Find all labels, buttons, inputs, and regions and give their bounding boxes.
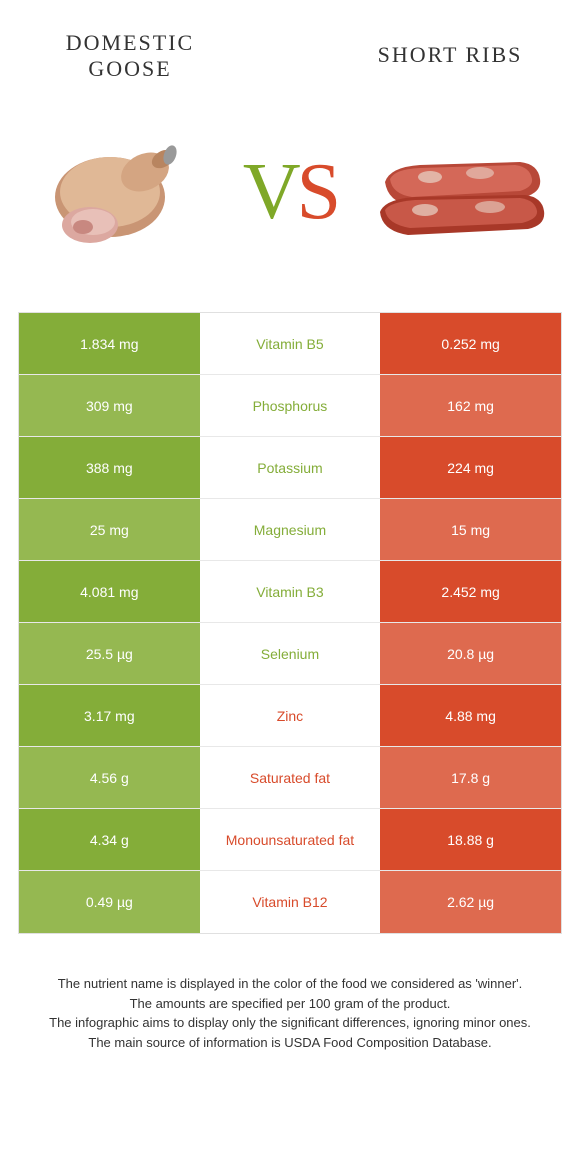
nutrient-name: Saturated fat	[200, 747, 381, 808]
right-value: 18.88 g	[380, 809, 561, 870]
right-value: 162 mg	[380, 375, 561, 436]
ribs-image	[370, 122, 550, 262]
left-value: 388 mg	[19, 437, 200, 498]
nutrient-name: Selenium	[200, 623, 381, 684]
footnote-line: The infographic aims to display only the…	[30, 1013, 550, 1033]
left-value: 0.49 µg	[19, 871, 200, 933]
nutrient-name: Magnesium	[200, 499, 381, 560]
table-row: 25 mgMagnesium15 mg	[19, 499, 561, 561]
table-row: 3.17 mgZinc4.88 mg	[19, 685, 561, 747]
table-row: 4.56 gSaturated fat17.8 g	[19, 747, 561, 809]
right-value: 20.8 µg	[380, 623, 561, 684]
table-row: 309 mgPhosphorus162 mg	[19, 375, 561, 437]
right-value: 224 mg	[380, 437, 561, 498]
table-row: 4.081 mgVitamin B32.452 mg	[19, 561, 561, 623]
right-value: 4.88 mg	[380, 685, 561, 746]
nutrient-table: 1.834 mgVitamin B50.252 mg309 mgPhosphor…	[18, 312, 562, 934]
left-value: 4.56 g	[19, 747, 200, 808]
left-value: 309 mg	[19, 375, 200, 436]
nutrient-name: Monounsaturated fat	[200, 809, 381, 870]
footnote-line: The nutrient name is displayed in the co…	[30, 974, 550, 994]
footnotes: The nutrient name is displayed in the co…	[0, 934, 580, 1072]
table-row: 388 mgPotassium224 mg	[19, 437, 561, 499]
nutrient-name: Vitamin B3	[200, 561, 381, 622]
left-value: 4.081 mg	[19, 561, 200, 622]
header: DOMESTIC GOOSE SHORT RIBS	[0, 0, 580, 92]
left-food-title: DOMESTIC GOOSE	[40, 30, 220, 82]
left-value: 1.834 mg	[19, 313, 200, 374]
vs-hero-row: VS	[0, 92, 580, 312]
table-row: 1.834 mgVitamin B50.252 mg	[19, 313, 561, 375]
right-value: 17.8 g	[380, 747, 561, 808]
right-food-title: SHORT RIBS	[360, 30, 540, 82]
left-value: 4.34 g	[19, 809, 200, 870]
footnote-line: The amounts are specified per 100 gram o…	[30, 994, 550, 1014]
table-row: 0.49 µgVitamin B122.62 µg	[19, 871, 561, 933]
table-row: 25.5 µgSelenium20.8 µg	[19, 623, 561, 685]
left-value: 3.17 mg	[19, 685, 200, 746]
goose-image	[30, 122, 210, 262]
left-value: 25 mg	[19, 499, 200, 560]
nutrient-name: Potassium	[200, 437, 381, 498]
nutrient-name: Phosphorus	[200, 375, 381, 436]
right-value: 2.62 µg	[380, 871, 561, 933]
vs-label: VS	[243, 147, 337, 238]
right-value: 15 mg	[380, 499, 561, 560]
nutrient-name: Vitamin B12	[200, 871, 381, 933]
nutrient-name: Vitamin B5	[200, 313, 381, 374]
left-value: 25.5 µg	[19, 623, 200, 684]
right-value: 0.252 mg	[380, 313, 561, 374]
table-row: 4.34 gMonounsaturated fat18.88 g	[19, 809, 561, 871]
footnote-line: The main source of information is USDA F…	[30, 1033, 550, 1053]
right-value: 2.452 mg	[380, 561, 561, 622]
nutrient-name: Zinc	[200, 685, 381, 746]
